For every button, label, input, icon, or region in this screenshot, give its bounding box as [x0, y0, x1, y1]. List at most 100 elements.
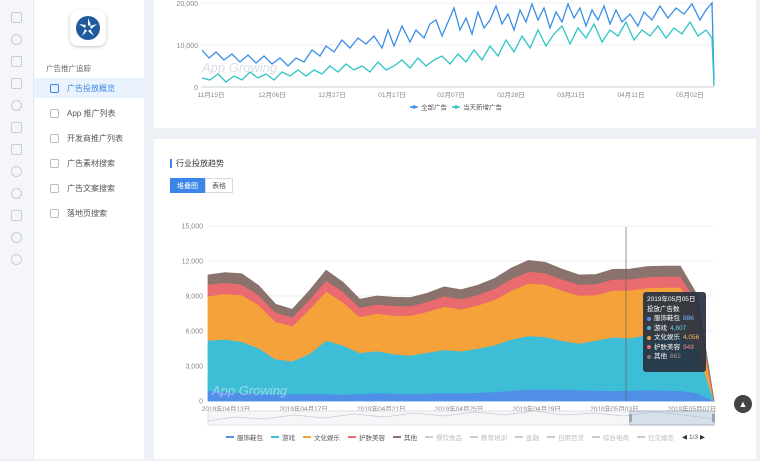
developer-icon — [50, 133, 59, 143]
legend-label: 综合电商 — [603, 435, 629, 442]
sidebar-item-creative-search[interactable]: 广告素材搜索 — [34, 153, 144, 173]
view-toggle: 堆叠图 表格 — [170, 178, 233, 193]
sidebar-item-label: 广告投放概览 — [67, 83, 115, 93]
range-slider[interactable] — [207, 410, 715, 426]
tooltip-row: 文化娱乐 4,056 — [647, 333, 702, 343]
section-title-text: 行业投放趋势 — [176, 159, 224, 168]
tooltip-series-name: 其他 — [654, 353, 667, 360]
tooltip-series-value: 4,056 — [683, 334, 700, 341]
tooltip-row: 游戏 4,807 — [647, 324, 702, 334]
ad-count-trend-panel: 20,000 10,000 0 11月15日 12月06日 12月27日 01月… — [154, 0, 756, 128]
grid-icon[interactable] — [11, 78, 22, 89]
compass-icon[interactable] — [11, 188, 22, 199]
legend-label: 餐饮食品 — [436, 435, 462, 442]
x-tick-label: 02月07日 — [437, 91, 464, 99]
y-tick-label: 20,000 — [177, 1, 199, 8]
series-dot — [647, 316, 651, 321]
sidebar-item-developer-list[interactable]: 开发商推广列表 — [34, 128, 144, 148]
y-tick-label: 3,000 — [185, 364, 203, 371]
legend-swatch — [515, 436, 523, 438]
series-line-new-ads — [201, 20, 715, 87]
tooltip-date: 2019年05月05日 — [647, 296, 696, 303]
legend-item-inactive[interactable]: 综合电商 — [592, 432, 629, 442]
legend-label: 其他 — [404, 435, 417, 442]
tooltip-series-value: 862 — [670, 353, 681, 360]
industry-stacked-area-chart: 0 3,000 6,000 9,000 12,000 15,000 2019年04月13日… — [182, 224, 716, 426]
chevron-right-icon[interactable]: ▶ — [700, 434, 706, 441]
tooltip-heading: 投放广告数 — [647, 305, 680, 313]
legend-item[interactable]: 护肤美容 — [348, 432, 385, 442]
section-marker — [170, 159, 172, 168]
legend-item-inactive[interactable]: 日用百货 — [547, 432, 584, 442]
legend-swatch — [303, 436, 311, 438]
rocket-icon[interactable]: ▲ — [734, 395, 752, 413]
tooltip-series-value: 886 — [683, 315, 694, 322]
legend-item[interactable]: 其他 — [393, 432, 417, 442]
legend-label: 服饰鞋包 — [237, 435, 263, 442]
logo-icon — [76, 16, 100, 40]
y-tick-label: 10,000 — [177, 43, 199, 50]
app-logo[interactable] — [70, 10, 106, 46]
sidebar-item-landing-search[interactable]: 落地页搜索 — [34, 203, 144, 223]
user-icon[interactable] — [11, 254, 22, 265]
sidebar: 广告推广追踪 广告投放概览 App 推广列表 开发商推广列表 广告素材搜索 广告… — [34, 0, 144, 459]
legend-item[interactable]: 文化娱乐 — [303, 432, 340, 442]
series-dot — [647, 335, 651, 340]
watermark-logo: App Growing — [202, 60, 278, 75]
calendar-icon[interactable] — [11, 122, 22, 133]
gear-icon[interactable] — [11, 100, 22, 111]
x-tick-label: 2019年05月07日 — [668, 404, 716, 413]
table-view-button[interactable]: 表格 — [205, 178, 233, 193]
legend-item-inactive[interactable]: 餐饮食品 — [425, 432, 462, 442]
stacked-view-button[interactable]: 堆叠图 — [170, 178, 205, 193]
legend-label: 金融 — [526, 435, 539, 442]
search-icon[interactable] — [11, 166, 22, 177]
legend-pager: ◀ 1/3 ▶ — [682, 432, 705, 442]
legend-item-all-ads[interactable]: 全部广告 — [410, 103, 448, 112]
x-tick-label: 2019年04月21日 — [357, 404, 405, 413]
legend-swatch — [425, 436, 433, 438]
x-tick-label: 12月27日 — [318, 91, 345, 99]
chevron-left-icon[interactable]: ◀ — [682, 434, 687, 441]
mail-icon[interactable] — [11, 210, 22, 221]
series-dot — [647, 354, 651, 359]
legend-item-new-ads[interactable]: 当天新增广告 — [452, 103, 503, 112]
legend-item[interactable]: 服饰鞋包 — [226, 432, 263, 442]
target-icon[interactable] — [11, 34, 22, 45]
series-line-all-ads — [201, 1, 715, 81]
x-tick-label: 2019年05月03日 — [590, 404, 638, 413]
sidebar-item-label: 广告素材搜索 — [67, 158, 115, 168]
sidebar-item-copy-search[interactable]: 广告文案搜索 — [34, 178, 144, 198]
legend-swatch — [271, 436, 279, 438]
legend-label: 教育培训 — [481, 435, 507, 442]
tooltip-row: 护肤美容 949 — [647, 343, 702, 353]
legend-item-inactive[interactable]: 金融 — [515, 432, 539, 442]
range-handle-left[interactable] — [629, 414, 632, 422]
legend-swatch — [470, 436, 478, 438]
range-handle-right[interactable] — [712, 414, 715, 422]
legend-item[interactable]: 游戏 — [271, 432, 295, 442]
x-tick-label: 11月15日 — [198, 91, 225, 99]
tooltip-row: 服饰鞋包 886 — [647, 314, 702, 324]
sidebar-item-label: 落地页搜索 — [67, 208, 107, 218]
legend-item-inactive[interactable]: 教育培训 — [470, 432, 507, 442]
text-icon — [50, 183, 59, 193]
x-tick-label: 2019年04月25日 — [435, 404, 483, 413]
ad-count-line-chart: 20,000 10,000 0 11月15日 12月06日 12月27日 01月… — [177, 1, 715, 112]
briefcase-icon[interactable] — [11, 144, 22, 155]
watermark-logo: App Growing — [212, 383, 288, 398]
chart-icon[interactable] — [11, 12, 22, 23]
sidebar-item-ad-overview[interactable]: 广告投放概览 — [34, 78, 144, 98]
legend-swatch — [393, 436, 401, 438]
legend-item-inactive[interactable]: 社交婚恋 — [637, 432, 674, 442]
clock-icon[interactable] — [11, 232, 22, 243]
x-tick-label: 04月11日 — [618, 91, 645, 99]
sidebar-item-label: 广告文案搜索 — [67, 183, 115, 193]
page-icon — [50, 208, 59, 218]
image-icon — [50, 158, 59, 168]
image-icon[interactable] — [11, 56, 22, 67]
x-tick-label: 05月02日 — [676, 91, 703, 99]
sidebar-item-app-list[interactable]: App 推广列表 — [34, 103, 144, 123]
icon-rail — [0, 0, 34, 459]
x-tick-label: 02月28日 — [497, 91, 524, 99]
